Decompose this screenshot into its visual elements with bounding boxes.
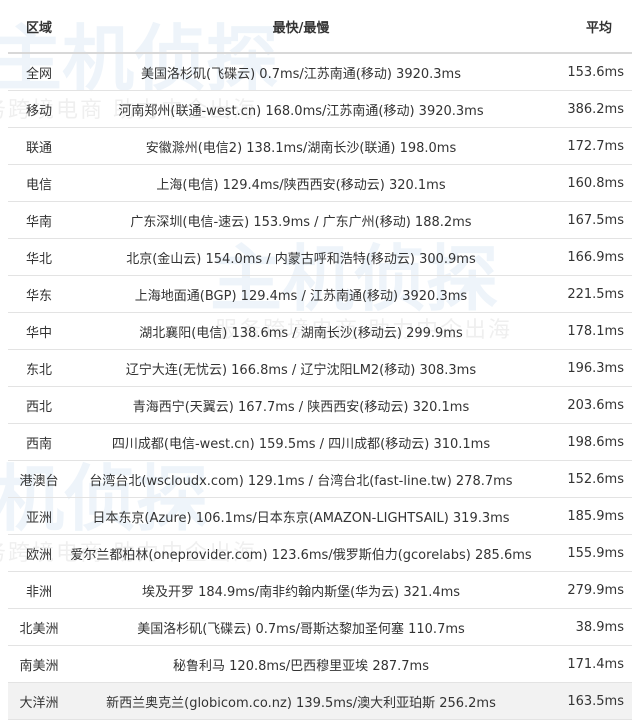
average-cell: 153.6ms xyxy=(532,53,632,91)
range-cell: 上海(电信) 129.4ms/陕西西安(移动云) 320.1ms xyxy=(70,164,532,202)
table-row: 电信 上海(电信) 129.4ms/陕西西安(移动云) 320.1ms 160.8m… xyxy=(8,164,632,202)
average-cell: 221.5ms xyxy=(532,275,632,313)
range-cell: 辽宁大连(无忧云) 166.8ms / 辽宁沈阳LM2(移动) 308.3ms xyxy=(70,349,532,387)
region-cell: 非洲 xyxy=(8,571,70,609)
latency-table: 区域 最快/最慢 平均 全网 美国洛杉矶(飞碟云) 0.7ms/江苏南通(移动) … xyxy=(8,0,632,720)
range-cell: 安徽滁州(电信2) 138.1ms/湖南长沙(联通) 198.0ms xyxy=(70,127,532,165)
average-cell: 167.5ms xyxy=(532,201,632,239)
range-cell: 青海西宁(天翼云) 167.7ms / 陕西西安(移动云) 320.1ms xyxy=(70,386,532,424)
region-cell: 华北 xyxy=(8,238,70,276)
region-cell: 北美洲 xyxy=(8,608,70,646)
table-header: 区域 最快/最慢 平均 xyxy=(8,0,632,54)
range-cell: 爱尔兰都柏林(oneprovider.com) 123.6ms/俄罗斯伯力(gc… xyxy=(70,534,532,572)
table-row: 华东 上海地面通(BGP) 129.4ms / 江苏南通(移动) 3920.3ms… xyxy=(8,275,632,313)
table-row: 华南 广东深圳(电信-速云) 153.9ms / 广东广州(移动) 188.2ms… xyxy=(8,201,632,239)
region-cell: 大洋洲 xyxy=(8,682,70,720)
average-cell: 171.4ms xyxy=(532,645,632,683)
table-row: 华北 北京(金山云) 154.0ms / 内蒙古呼和浩特(移动云) 300.9ms… xyxy=(8,238,632,276)
average-cell: 203.6ms xyxy=(532,386,632,424)
average-cell: 279.9ms xyxy=(532,571,632,609)
region-cell: 西南 xyxy=(8,423,70,461)
average-cell: 178.1ms xyxy=(532,312,632,350)
region-cell: 港澳台 xyxy=(8,460,70,498)
table-row: 港澳台 台湾台北(wscloudx.com) 129.1ms / 台湾台北(fas… xyxy=(8,460,632,498)
region-cell: 西北 xyxy=(8,386,70,424)
table-row: 西北 青海西宁(天翼云) 167.7ms / 陕西西安(移动云) 320.1ms 2… xyxy=(8,386,632,424)
region-cell: 移动 xyxy=(8,90,70,128)
average-cell: 166.9ms xyxy=(532,238,632,276)
header-region: 区域 xyxy=(8,0,70,54)
header-average: 平均 xyxy=(532,0,632,54)
range-cell: 上海地面通(BGP) 129.4ms / 江苏南通(移动) 3920.3ms xyxy=(70,275,532,313)
table-row: 南美洲 秘鲁利马 120.8ms/巴西穆里亚埃 287.7ms 171.4ms xyxy=(8,645,632,683)
table-row: 亚洲 日本东京(Azure) 106.1ms/日本东京(AMAZON-LIGHTS… xyxy=(8,497,632,535)
region-cell: 东北 xyxy=(8,349,70,387)
average-cell: 163.5ms xyxy=(532,682,632,720)
table-row: 东北 辽宁大连(无忧云) 166.8ms / 辽宁沈阳LM2(移动) 308.3m… xyxy=(8,349,632,387)
table-row: 大洋洲 新西兰奥克兰(globicom.co.nz) 139.5ms/澳大利亚珀斯… xyxy=(8,682,632,720)
average-cell: 185.9ms xyxy=(532,497,632,535)
range-cell: 北京(金山云) 154.0ms / 内蒙古呼和浩特(移动云) 300.9ms xyxy=(70,238,532,276)
table-row: 北美洲 美国洛杉矶(飞碟云) 0.7ms/哥斯达黎加圣何塞 110.7ms 38.9… xyxy=(8,608,632,646)
region-cell: 南美洲 xyxy=(8,645,70,683)
region-cell: 亚洲 xyxy=(8,497,70,535)
range-cell: 台湾台北(wscloudx.com) 129.1ms / 台湾台北(fast-l… xyxy=(70,460,532,498)
average-cell: 198.6ms xyxy=(532,423,632,461)
region-cell: 华东 xyxy=(8,275,70,313)
table-row: 欧洲 爱尔兰都柏林(oneprovider.com) 123.6ms/俄罗斯伯力(… xyxy=(8,534,632,572)
range-cell: 新西兰奥克兰(globicom.co.nz) 139.5ms/澳大利亚珀斯 25… xyxy=(70,682,532,720)
range-cell: 河南郑州(联通-west.cn) 168.0ms/江苏南通(移动) 3920.3… xyxy=(70,90,532,128)
range-cell: 秘鲁利马 120.8ms/巴西穆里亚埃 287.7ms xyxy=(70,645,532,683)
average-cell: 172.7ms xyxy=(532,127,632,165)
range-cell: 日本东京(Azure) 106.1ms/日本东京(AMAZON-LIGHTSAI… xyxy=(70,497,532,535)
range-cell: 埃及开罗 184.9ms/南非约翰内斯堡(华为云) 321.4ms xyxy=(70,571,532,609)
table-row: 西南 四川成都(电信-west.cn) 159.5ms / 四川成都(移动云) 3… xyxy=(8,423,632,461)
average-cell: 386.2ms xyxy=(532,90,632,128)
header-range: 最快/最慢 xyxy=(70,0,532,54)
table-row: 华中 湖北襄阳(电信) 138.6ms / 湖南长沙(移动云) 299.9ms 17… xyxy=(8,312,632,350)
average-cell: 152.6ms xyxy=(532,460,632,498)
region-cell: 电信 xyxy=(8,164,70,202)
average-cell: 196.3ms xyxy=(532,349,632,387)
average-cell: 155.9ms xyxy=(532,534,632,572)
range-cell: 广东深圳(电信-速云) 153.9ms / 广东广州(移动) 188.2ms xyxy=(70,201,532,239)
average-cell: 160.8ms xyxy=(532,164,632,202)
region-cell: 全网 xyxy=(8,53,70,91)
table-row: 非洲 埃及开罗 184.9ms/南非约翰内斯堡(华为云) 321.4ms 279.9… xyxy=(8,571,632,609)
range-cell: 美国洛杉矶(飞碟云) 0.7ms/江苏南通(移动) 3920.3ms xyxy=(70,53,532,91)
table-row: 全网 美国洛杉矶(飞碟云) 0.7ms/江苏南通(移动) 3920.3ms 153.… xyxy=(8,53,632,91)
region-cell: 华南 xyxy=(8,201,70,239)
region-cell: 欧洲 xyxy=(8,534,70,572)
average-cell: 38.9ms xyxy=(532,608,632,646)
table-row: 联通 安徽滁州(电信2) 138.1ms/湖南长沙(联通) 198.0ms 172.… xyxy=(8,127,632,165)
range-cell: 湖北襄阳(电信) 138.6ms / 湖南长沙(移动云) 299.9ms xyxy=(70,312,532,350)
region-cell: 联通 xyxy=(8,127,70,165)
region-cell: 华中 xyxy=(8,312,70,350)
range-cell: 四川成都(电信-west.cn) 159.5ms / 四川成都(移动云) 310… xyxy=(70,423,532,461)
table-row: 移动 河南郑州(联通-west.cn) 168.0ms/江苏南通(移动) 3920… xyxy=(8,90,632,128)
range-cell: 美国洛杉矶(飞碟云) 0.7ms/哥斯达黎加圣何塞 110.7ms xyxy=(70,608,532,646)
